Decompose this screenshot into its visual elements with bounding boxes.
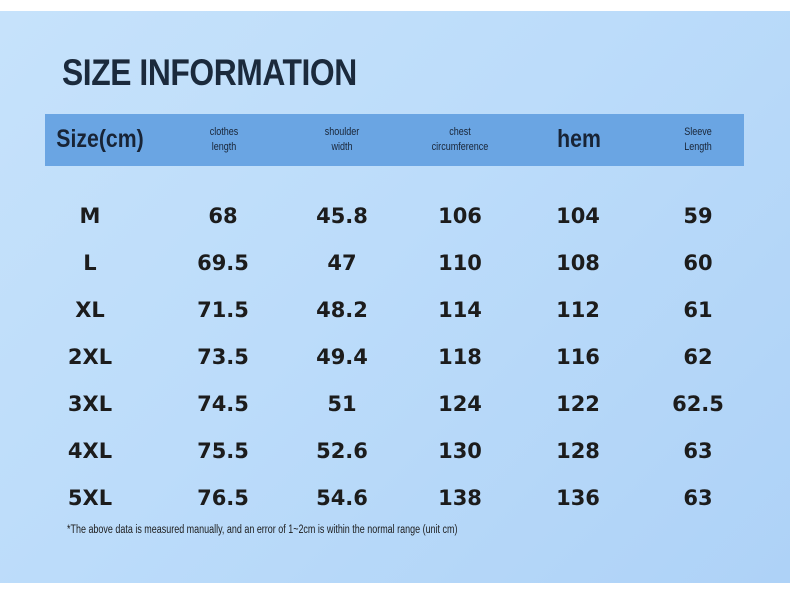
table-cell: 73.5 [197, 345, 249, 369]
table-cell: 69.5 [197, 251, 249, 275]
table-cell: 124 [438, 392, 482, 416]
table-cell: 59 [683, 204, 713, 228]
table-cell: 138 [438, 486, 482, 510]
table-cell: 3XL [67, 392, 113, 416]
table-cell: 110 [438, 251, 482, 275]
table-cell: 45.8 [316, 204, 368, 228]
table-cell: 75.5 [197, 439, 249, 463]
table-cell: 63 [683, 439, 713, 463]
table-cell: 71.5 [197, 298, 249, 322]
table-cell: 128 [556, 439, 600, 463]
table-row: L 69.5 47 110 108 60 [0, 248, 790, 278]
size-chart-card [0, 11, 790, 583]
header-hem: hem [557, 125, 601, 154]
header-sleeve-length: Sleeve Length [684, 126, 712, 153]
table-cell: 60 [683, 251, 713, 275]
table-cell: 48.2 [316, 298, 368, 322]
table-cell: 122 [556, 392, 600, 416]
table-cell: 2XL [67, 345, 113, 369]
table-row: 5XL 76.5 54.6 138 136 63 [0, 483, 790, 513]
table-cell: 118 [438, 345, 482, 369]
table-cell: 106 [438, 204, 482, 228]
table-cell: 112 [556, 298, 600, 322]
header-size: Size(cm) [56, 125, 144, 154]
table-row: XL 71.5 48.2 114 112 61 [0, 295, 790, 325]
table-cell: 5XL [67, 486, 113, 510]
header-shoulder-width: shoulder width [324, 126, 360, 153]
table-row: M 68 45.8 106 104 59 [0, 201, 790, 231]
table-cell: L [83, 251, 97, 275]
table-cell: 136 [556, 486, 600, 510]
table-row: 3XL 74.5 51 124 122 62.5 [0, 389, 790, 419]
table-cell: 130 [438, 439, 482, 463]
table-cell: 51 [327, 392, 357, 416]
table-row: 2XL 73.5 49.4 118 116 62 [0, 342, 790, 372]
table-cell: 104 [556, 204, 600, 228]
table-cell: 68 [208, 204, 238, 228]
table-cell: 62.5 [672, 392, 724, 416]
table-cell: 63 [683, 486, 713, 510]
table-cell: 62 [683, 345, 713, 369]
table-cell: 54.6 [316, 486, 368, 510]
header-clothes-length: clothes length [209, 126, 239, 153]
table-header: Size(cm) clothes length shoulder width c… [45, 114, 744, 166]
table-cell: 76.5 [197, 486, 249, 510]
header-chest-circumference: chest circumference [431, 126, 489, 153]
table-cell: 4XL [67, 439, 113, 463]
table-cell: 114 [438, 298, 482, 322]
table-cell: 47 [327, 251, 357, 275]
table-cell: 49.4 [316, 345, 368, 369]
table-cell: 116 [556, 345, 600, 369]
footnote: *The above data is measured manually, an… [67, 524, 458, 536]
table-row: 4XL 75.5 52.6 130 128 63 [0, 436, 790, 466]
table-cell: M [79, 204, 101, 228]
table-cell: XL [75, 298, 105, 322]
table-cell: 61 [683, 298, 713, 322]
table-cell: 108 [556, 251, 600, 275]
table-cell: 74.5 [197, 392, 249, 416]
table-cell: 52.6 [316, 439, 368, 463]
page-title: SIZE INFORMATION [62, 52, 357, 93]
